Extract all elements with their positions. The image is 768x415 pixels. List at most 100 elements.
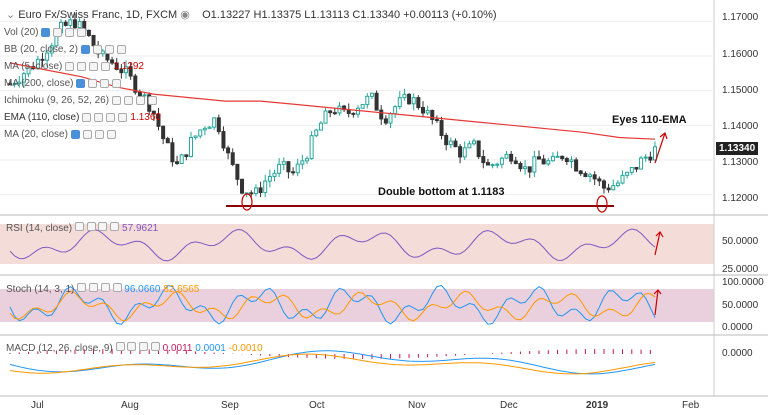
close-icon[interactable]	[94, 130, 104, 139]
gear-icon[interactable]	[88, 79, 98, 88]
macd-bar	[260, 354, 262, 356]
macd-signal-line	[9, 353, 656, 375]
indicator-ma20[interactable]: MA (20, close)	[4, 129, 116, 140]
macd-bar	[631, 349, 633, 354]
close-icon[interactable]	[100, 79, 110, 88]
close-icon[interactable]	[65, 28, 75, 37]
more-icon[interactable]	[118, 113, 128, 122]
more-icon[interactable]	[116, 45, 126, 54]
macd-bar	[603, 349, 605, 354]
candle-body	[472, 140, 477, 145]
indicator-bb[interactable]: BB (20, close, 2)	[4, 44, 126, 55]
gear-icon[interactable]	[127, 342, 137, 351]
more-icon[interactable]	[106, 130, 116, 139]
macd-bar	[213, 352, 215, 354]
indicator-label: EMA (110, close)	[4, 112, 80, 123]
rsi-title: RSI (14, close)	[6, 223, 73, 234]
time-tick: 2019	[586, 400, 609, 411]
more-icon[interactable]	[150, 342, 160, 351]
ohlc-open: O1.13227	[202, 9, 251, 21]
symbol-title[interactable]: Euro Fx/Swiss Franc, 1D, FXCM	[18, 9, 178, 21]
macd-bar	[417, 354, 419, 358]
price-tick: 1.13000	[722, 157, 759, 168]
candle-body	[133, 75, 138, 93]
eye-icon[interactable]: ◉	[180, 9, 190, 21]
price-tick: 1.12000	[722, 193, 759, 204]
gear-icon[interactable]	[92, 45, 102, 54]
eye-icon[interactable]	[82, 113, 92, 122]
indicator-ma5[interactable]: MA (5, close) 1.1292	[4, 61, 144, 72]
close-icon[interactable]	[106, 113, 116, 122]
candle-body	[179, 154, 184, 164]
macd-title: MACD (12, 26, close, 9)	[6, 343, 113, 354]
eye-icon[interactable]	[115, 342, 125, 351]
macd-bar	[584, 349, 586, 354]
close-icon[interactable]	[100, 283, 110, 292]
candle-body	[240, 178, 245, 194]
candle-body	[425, 109, 430, 114]
gear-icon[interactable]	[82, 130, 92, 139]
more-icon[interactable]	[110, 222, 120, 231]
candle-body	[114, 62, 119, 70]
gear-icon[interactable]	[94, 113, 104, 122]
last-price-tag: 1.13340	[716, 142, 759, 155]
gear-icon[interactable]	[53, 28, 63, 37]
candle-body	[527, 166, 532, 173]
eye-icon[interactable]	[41, 28, 51, 37]
eye-icon[interactable]	[76, 79, 86, 88]
indicator-ichimoku[interactable]: Ichimoku (9, 26, 52, 26)	[4, 95, 158, 106]
more-icon[interactable]	[112, 283, 122, 292]
candle-body	[448, 140, 453, 146]
candle-body	[588, 174, 593, 177]
macd-bar	[176, 350, 178, 354]
close-icon[interactable]	[139, 342, 149, 351]
eye-icon[interactable]	[65, 62, 75, 71]
candle-body	[620, 174, 625, 184]
more-icon[interactable]	[112, 79, 122, 88]
candle-body	[184, 154, 189, 157]
candle-body	[277, 163, 282, 174]
eye-icon[interactable]	[74, 222, 84, 231]
eye-icon[interactable]	[77, 283, 87, 292]
indicator-ema110[interactable]: EMA (110, close) 1.1360	[4, 112, 161, 123]
chevron-down-icon[interactable]: ⌄	[6, 9, 16, 21]
candle-body	[490, 164, 495, 167]
candle-body	[574, 159, 579, 172]
gear-icon[interactable]	[77, 62, 87, 71]
candle-body	[161, 125, 166, 140]
more-icon[interactable]	[148, 96, 158, 105]
macd-bar	[427, 354, 429, 358]
eye-icon[interactable]	[80, 45, 90, 54]
candle-body	[374, 92, 379, 111]
close-icon[interactable]	[136, 96, 146, 105]
price-tick: 1.17000	[722, 12, 759, 23]
macd-bar	[46, 350, 48, 354]
eye-icon[interactable]	[112, 96, 122, 105]
gear-icon[interactable]	[124, 96, 134, 105]
close-icon[interactable]	[98, 222, 108, 231]
close-icon[interactable]	[104, 45, 114, 54]
rsi-tick: 25.0000	[722, 264, 759, 275]
macd-bar	[575, 349, 577, 354]
candle-body	[555, 155, 560, 158]
gear-icon[interactable]	[88, 283, 98, 292]
candle-body	[124, 66, 129, 74]
stoch-title: Stoch (14, 3, 1)	[6, 284, 75, 295]
macd-bar	[380, 354, 382, 359]
macd-bar	[93, 349, 95, 354]
indicator-vol[interactable]: Vol (20)	[4, 27, 87, 38]
candle-body	[351, 112, 356, 115]
eye-icon[interactable]	[70, 130, 80, 139]
close-icon[interactable]	[89, 62, 99, 71]
indicator-label: MA (20, close)	[4, 129, 68, 140]
gear-icon[interactable]	[86, 222, 96, 231]
macd-bar	[343, 354, 345, 359]
candle-body	[291, 171, 296, 174]
macd-macd-value: 0.0001	[195, 343, 226, 354]
more-icon[interactable]	[77, 28, 87, 37]
rsi-line	[9, 228, 656, 262]
more-icon[interactable]	[101, 62, 111, 71]
indicator-ma200[interactable]: MA (200, close)	[4, 78, 122, 89]
candle-body	[397, 97, 402, 108]
candle-body	[175, 161, 180, 164]
